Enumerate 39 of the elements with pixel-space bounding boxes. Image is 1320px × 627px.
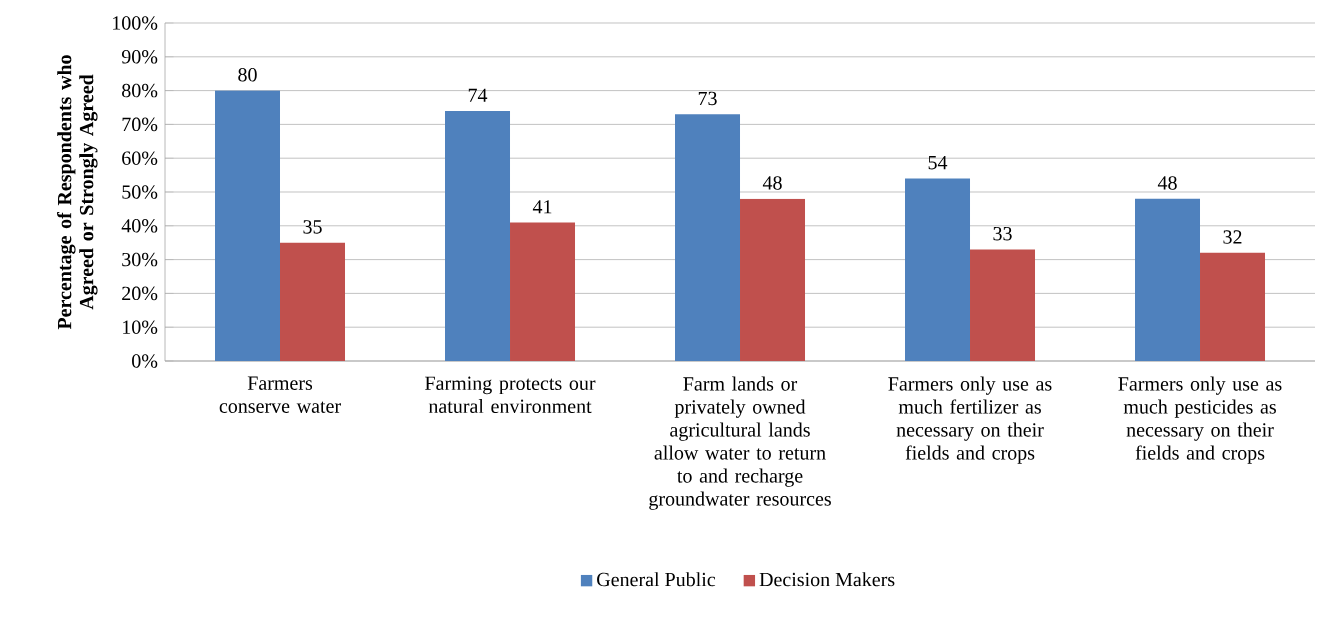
y-tick-label: 90%	[121, 50, 158, 64]
data-label: 32	[1223, 230, 1242, 244]
x-tick-label: Farming protects our natural environment	[425, 376, 596, 414]
y-tick-label: 100%	[113, 16, 158, 30]
x-tick-label: Farmers only use as much pesticides as necessary on their fields and crops	[1118, 376, 1282, 464]
data-label: 80	[238, 68, 257, 82]
legend-label: Decision Makers	[759, 572, 895, 587]
bar	[740, 198, 806, 361]
y-tick-label: 50%	[122, 185, 158, 199]
y-tick-label: 60%	[122, 151, 158, 165]
y-tick-label: 30%	[122, 252, 158, 267]
y-tick-label: 40%	[121, 219, 158, 233]
data-label: 48	[762, 176, 782, 190]
y-tick-label: 10%	[123, 320, 158, 334]
y-tick-label: 20%	[122, 286, 158, 301]
y-tick-label: 70%	[122, 117, 158, 132]
data-label: 73	[698, 91, 717, 106]
x-tick-label: Farmers only use as much fertilizer as necessary on their fields and crops	[888, 376, 1052, 464]
data-label: 41	[532, 200, 552, 214]
bar	[445, 110, 511, 361]
bar	[1200, 252, 1266, 361]
bar	[280, 242, 346, 361]
data-label: 35	[303, 220, 322, 234]
bar	[510, 222, 576, 361]
bar	[675, 114, 741, 361]
y-axis-title: Percentage of Respondents who Agreed or Strongly Agreed	[57, 55, 98, 330]
data-label: 33	[993, 226, 1012, 241]
bar	[1135, 198, 1201, 361]
legend-label: General Public	[597, 572, 716, 587]
x-tick-label: Farmers conserve water	[219, 376, 341, 413]
data-label: 74	[468, 88, 488, 102]
bar	[215, 90, 280, 361]
x-tick-label: Farm lands or privately owned agricultural lands allow water to return to and recharge groundwater resources	[649, 376, 831, 510]
data-label: 48	[1157, 176, 1177, 190]
data-label: 54	[928, 156, 948, 170]
y-tick-label: 0%	[132, 354, 158, 368]
y-tick-label: 80%	[122, 83, 158, 98]
bar	[905, 178, 971, 361]
bar	[970, 249, 1036, 361]
